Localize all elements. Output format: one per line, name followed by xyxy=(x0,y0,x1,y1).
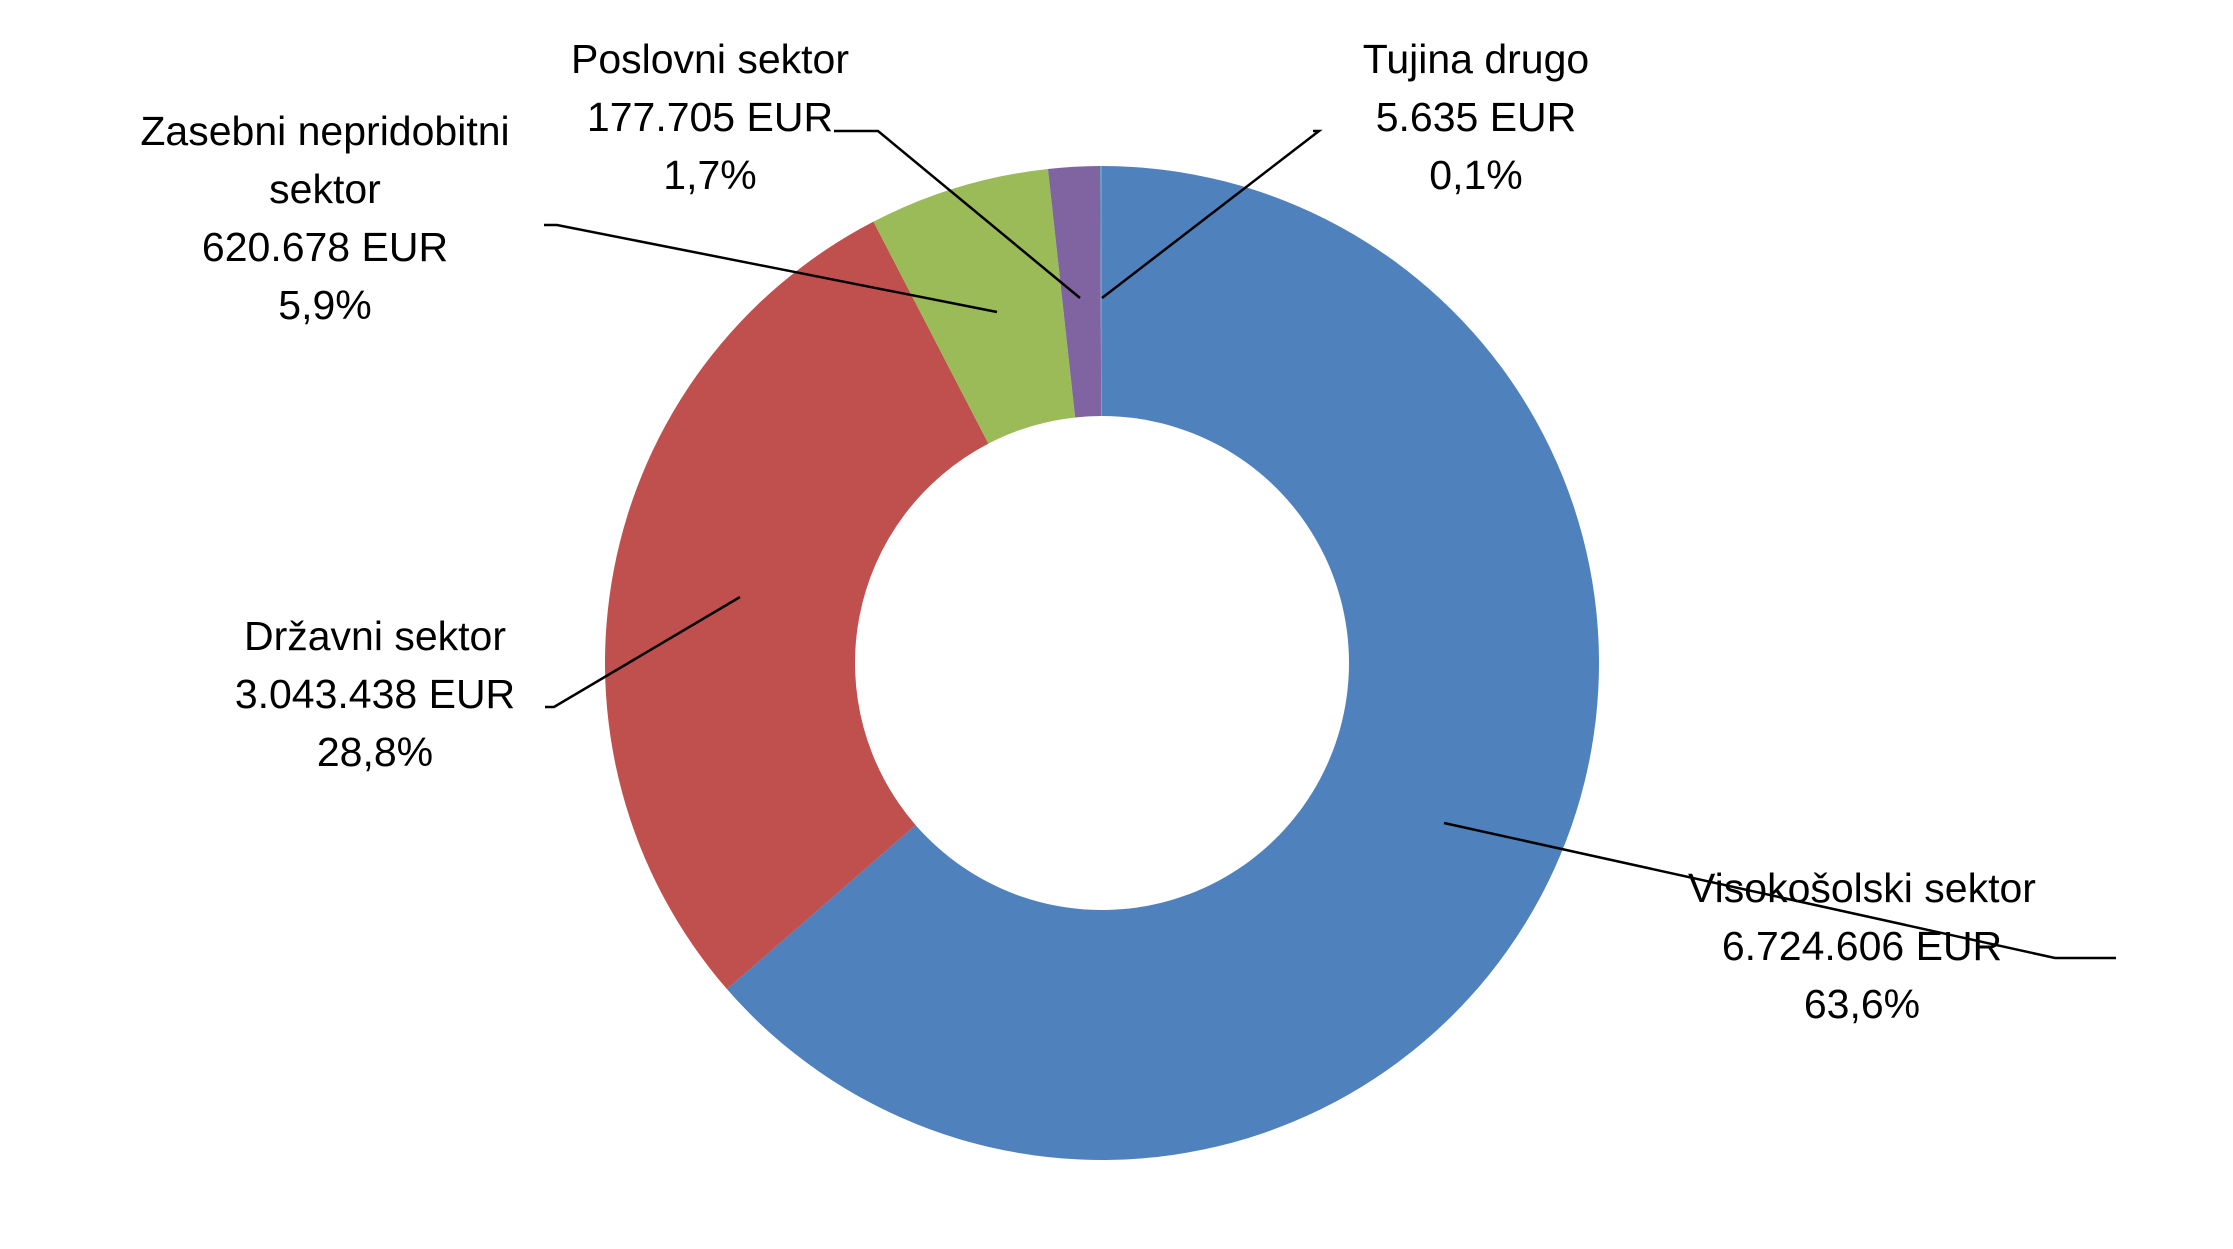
label-drzavni-sektor: Državni sektor 3.043.438 EUR 28,8% xyxy=(235,613,515,775)
leader-lines xyxy=(544,129,2116,960)
category-label-poslovni-sektor: Poslovni sektor xyxy=(571,36,849,82)
label-tujina-drugo: Tujina drugo 5.635 EUR 0,1% xyxy=(1363,36,1589,198)
percent-label-drzavni-sektor: 28,8% xyxy=(317,729,433,775)
value-label-drzavni-sektor: 3.043.438 EUR xyxy=(235,671,515,717)
percent-label-visokosolski-sektor: 63,6% xyxy=(1804,981,1920,1027)
category-label-zasebni-nepridobitni-sektor: sektor xyxy=(269,166,381,212)
value-label-zasebni-nepridobitni-sektor: 620.678 EUR xyxy=(202,224,448,270)
leader-line-poslovni-sektor xyxy=(834,129,1081,299)
leader-line-visokosolski-sektor xyxy=(1443,821,2116,960)
label-poslovni-sektor: Poslovni sektor 177.705 EUR 1,7% xyxy=(571,36,849,198)
percent-label-tujina-drugo: 0,1% xyxy=(1429,152,1522,198)
percent-label-poslovni-sektor: 1,7% xyxy=(663,152,756,198)
label-visokosolski-sektor: Visokošolski sektor 6.724.606 EUR 63,6% xyxy=(1688,865,2036,1027)
category-label-drzavni-sektor: Državni sektor xyxy=(244,613,506,659)
slice-visokosolski-sektor xyxy=(726,166,1599,1160)
value-label-poslovni-sektor: 177.705 EUR xyxy=(587,94,833,140)
data-labels: Visokošolski sektor 6.724.606 EUR 63,6% Drž… xyxy=(140,36,2036,1027)
leader-line-tujina-drugo xyxy=(1101,129,1323,299)
leader-line-zasebni-nepridobitni-sektor xyxy=(544,223,998,314)
donut-slices xyxy=(605,166,1599,1160)
leader-line-drzavni-sektor xyxy=(545,595,741,709)
value-label-tujina-drugo: 5.635 EUR xyxy=(1376,94,1577,140)
slice-drzavni-sektor xyxy=(605,221,989,990)
slice-poslovni-sektor xyxy=(1047,166,1102,418)
category-label-tujina-drugo: Tujina drugo xyxy=(1363,36,1589,82)
slice-tujina-drugo xyxy=(1100,166,1102,417)
label-zasebni-nepridobitni-sektor: Zasebni nepridobitni sektor 620.678 EUR 5,9… xyxy=(140,108,509,328)
percent-label-zasebni-nepridobitni-sektor: 5,9% xyxy=(278,282,371,328)
value-label-visokosolski-sektor: 6.724.606 EUR xyxy=(1722,923,2002,969)
category-label-zasebni-nepridobitni-sektor: Zasebni nepridobitni xyxy=(140,108,509,154)
category-label-visokosolski-sektor: Visokošolski sektor xyxy=(1688,865,2036,911)
